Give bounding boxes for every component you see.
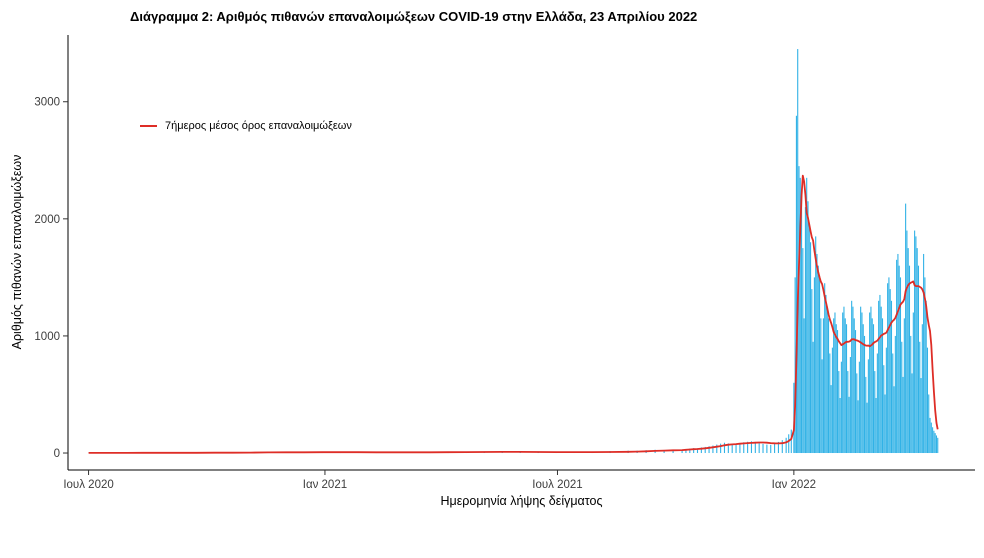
y-tick-label: 1000 — [34, 331, 60, 343]
chart-title: Διάγραμμα 2: Αριθμός πιθανών επαναλοιμώξ… — [130, 9, 698, 24]
y-axis-title: Αριθμός πιθανών επαναλοιμώξεων — [10, 154, 24, 350]
legend: 7ήμερος μέσος όρος επαναλοιμώξεων — [140, 120, 352, 132]
seven-day-average-line — [88, 174, 939, 454]
y-tick-label: 0 — [54, 448, 60, 460]
x-tick-label: Ιαν 2021 — [303, 479, 347, 491]
x-tick-label: Ιουλ 2020 — [63, 479, 113, 491]
daily-bars — [88, 49, 939, 454]
legend-key-line-icon — [140, 125, 157, 127]
legend-label: 7ήμερος μέσος όρος επαναλοιμώξεων — [165, 120, 352, 132]
y-tick-label: 3000 — [34, 97, 60, 109]
x-axis-title: Ημερομηνία λήψης δείγματος — [440, 494, 603, 508]
x-tick-label: Ιουλ 2021 — [532, 479, 582, 491]
x-tick-label: Ιαν 2022 — [772, 479, 816, 491]
y-tick-label: 2000 — [34, 214, 60, 226]
